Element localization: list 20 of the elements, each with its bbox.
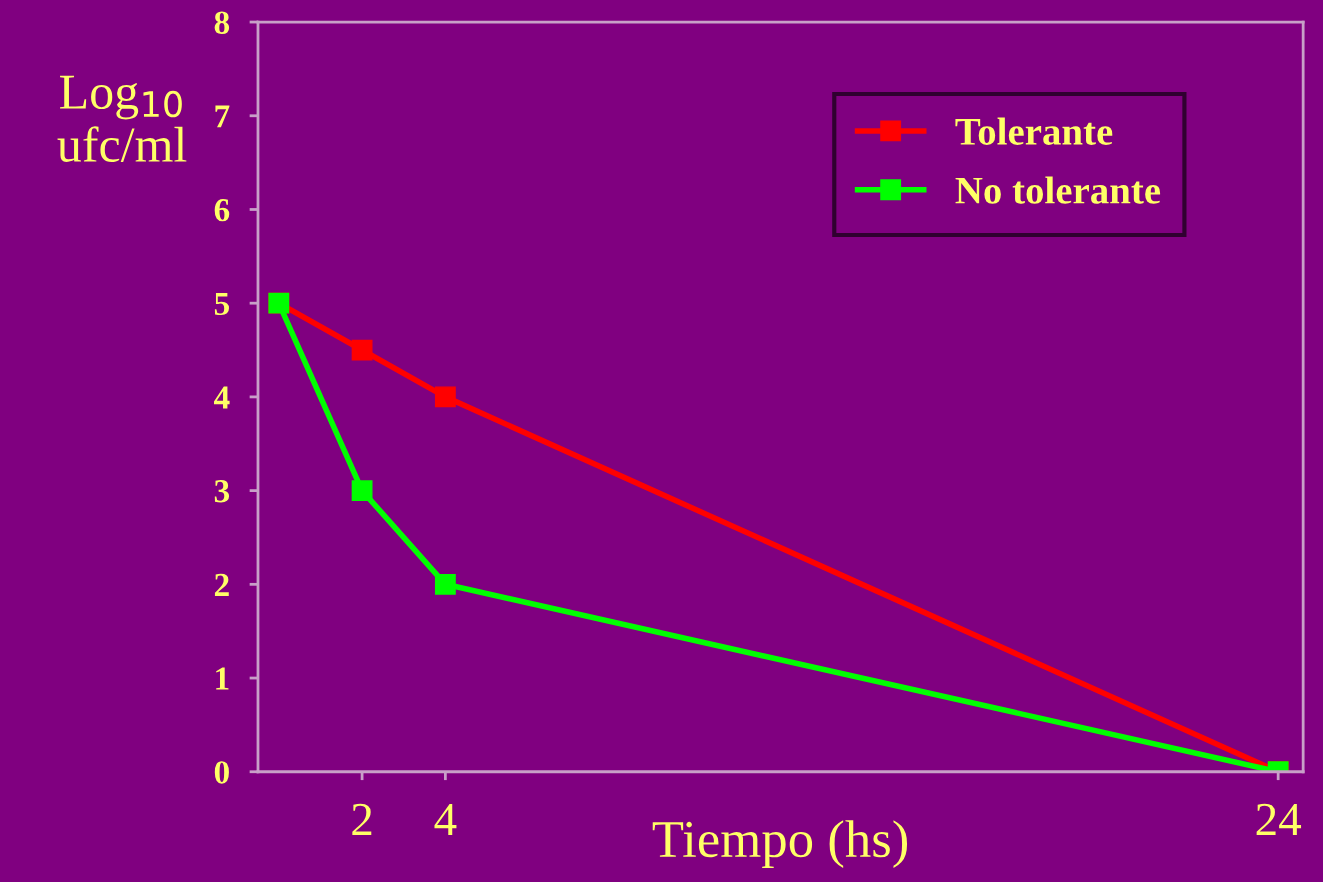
x-tick-label: 24 — [1256, 803, 1302, 836]
y-axis-title: Log$_{10}$ ufc/ml — [57, 75, 187, 162]
x-tick-label: 2 — [352, 803, 372, 836]
point — [351, 339, 373, 361]
y-tick-label: 5 — [214, 292, 229, 316]
x-tick-label: 4 — [434, 803, 457, 836]
x-axis-title: Tiempo (hs) — [652, 820, 908, 868]
y-tick-label: 4 — [214, 386, 230, 409]
y-tick-label: 6 — [214, 198, 230, 222]
y-tick-label: 1 — [216, 667, 229, 690]
y-tick-label: 7 — [215, 105, 230, 128]
point — [434, 386, 456, 408]
legend-label: Tolerante — [955, 117, 1113, 145]
legend-label: No tolerante — [955, 176, 1161, 204]
y-tick-label: 0 — [214, 761, 229, 784]
y-tick-label: 3 — [214, 480, 230, 503]
point — [351, 480, 373, 502]
y-tick-label: 8 — [214, 11, 230, 34]
y-tick-label: 2 — [214, 573, 229, 596]
point — [434, 573, 456, 595]
